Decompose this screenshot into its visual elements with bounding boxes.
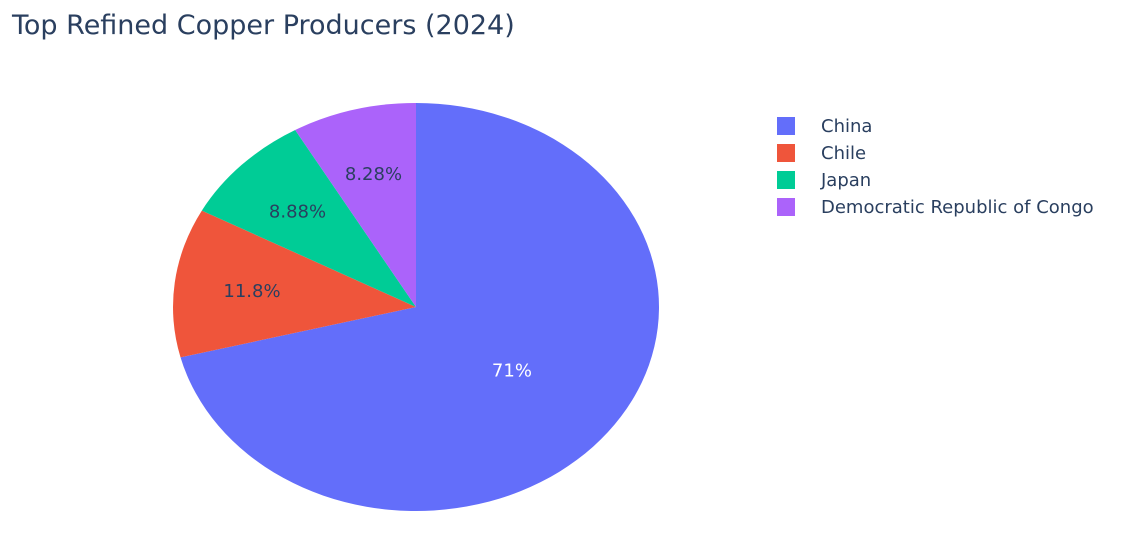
pie-slice-china[interactable] xyxy=(180,103,659,511)
legend: China Chile Japan Democratic Republic of Co… xyxy=(777,116,1094,218)
legend-swatch-china[interactable] xyxy=(777,117,795,135)
legend-label-democratic-republic-of-congo[interactable]: Democratic Republic of Congo xyxy=(821,197,1094,218)
slice-label-democratic-republic-of-congo: 8.28% xyxy=(345,164,402,185)
legend-label-chile[interactable]: Chile xyxy=(821,143,866,164)
legend-swatch-japan[interactable] xyxy=(777,171,795,189)
pie-slice-democratic-republic-of-congo[interactable] xyxy=(295,103,416,307)
pie-slice-chile[interactable] xyxy=(172,210,416,358)
chart-title: Top Refined Copper Producers (2024) xyxy=(11,10,515,41)
pie-slices xyxy=(172,103,659,511)
legend-swatch-democratic-republic-of-congo[interactable] xyxy=(777,198,795,216)
slice-label-china: 71% xyxy=(492,361,532,382)
slice-label-chile: 11.8% xyxy=(223,281,280,302)
legend-label-china[interactable]: China xyxy=(821,116,872,137)
pie-slice-japan[interactable] xyxy=(201,130,416,307)
pie-slice-labels: 71% 11.8% 8.88% 8.28% xyxy=(223,164,532,382)
slice-label-japan: 8.88% xyxy=(269,201,326,222)
legend-label-japan[interactable]: Japan xyxy=(820,170,871,191)
legend-swatch-chile[interactable] xyxy=(777,144,795,162)
